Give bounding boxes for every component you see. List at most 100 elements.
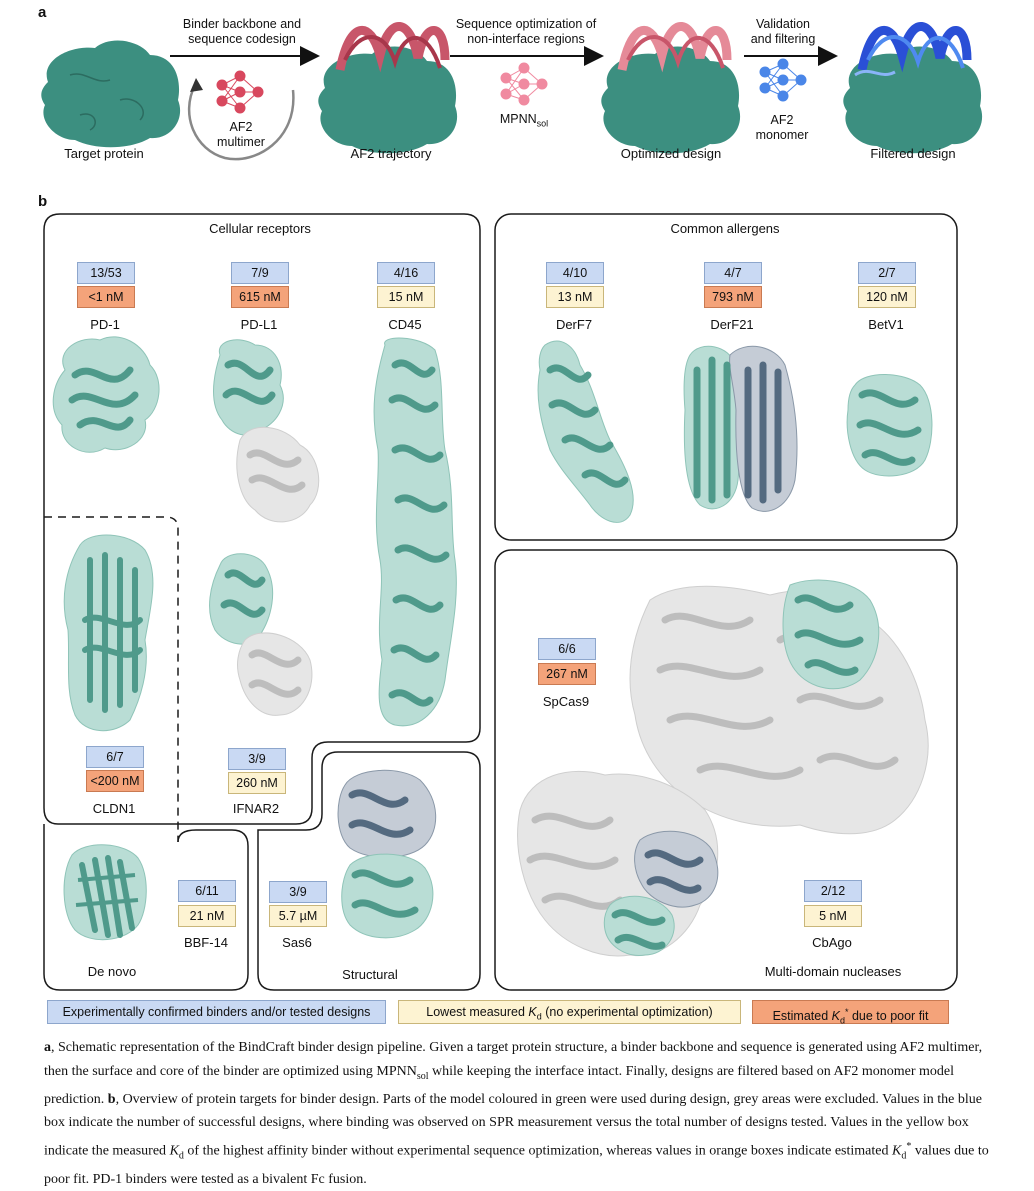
step2-text: Sequence optimization of non-interface r… bbox=[442, 17, 610, 47]
caption-b-text-1: , Overview of protein targets for binder… bbox=[44, 1091, 982, 1159]
step3-text: Validation and filtering bbox=[738, 17, 828, 47]
af2-monomer-network-icon bbox=[759, 58, 807, 102]
derf21-kd-box: 793 nM bbox=[704, 286, 762, 308]
step3-line1: Validation bbox=[756, 17, 810, 31]
af2-monomer-line2: monomer bbox=[755, 128, 809, 142]
derf21-structure bbox=[683, 345, 798, 512]
pdl1-name: PD-L1 bbox=[240, 317, 278, 332]
cldn1-kd-box: <200 nM bbox=[86, 770, 144, 792]
step3-line2: and filtering bbox=[750, 32, 816, 46]
stage-label-af2-trajectory: AF2 trajectory bbox=[350, 146, 432, 161]
legend-yellow-prefix: Lowest measured bbox=[426, 1005, 529, 1019]
pdl1-structure bbox=[213, 339, 320, 523]
bbf14-name: BBF-14 bbox=[183, 935, 229, 950]
bbf14-kd-box: 21 nM bbox=[178, 905, 236, 927]
cldn1-name: CLDN1 bbox=[92, 801, 136, 816]
protein-structures bbox=[52, 336, 933, 957]
cd45-count-box: 4/16 bbox=[377, 262, 435, 284]
derf7-name: DerF7 bbox=[555, 317, 593, 332]
derf7-kd-box: 13 nM bbox=[546, 286, 604, 308]
ifnar2-name: IFNAR2 bbox=[232, 801, 280, 816]
stage-label-filtered: Filtered design bbox=[870, 146, 956, 161]
cd45-name: CD45 bbox=[388, 317, 422, 332]
af2-monomer-label: AF2 monomer bbox=[746, 113, 818, 143]
figure-caption: a, Schematic representation of the BindC… bbox=[44, 1036, 994, 1191]
sas6-structure bbox=[337, 769, 437, 939]
betv1-name: BetV1 bbox=[868, 317, 904, 332]
ifnar2-structure bbox=[209, 553, 313, 716]
cldn1-count-box: 6/7 bbox=[86, 746, 144, 768]
mpnn-text: MPNN bbox=[499, 112, 537, 126]
legend-orange-k: K bbox=[831, 1009, 840, 1024]
step2-line2: non-interface regions bbox=[467, 32, 585, 46]
cbago-name: CbAgo bbox=[812, 935, 852, 950]
legend-yellow: Lowest measured Kd (no experimental opti… bbox=[398, 1000, 741, 1024]
mpnn-network-icon bbox=[500, 62, 548, 106]
spcas9-kd-box: 267 nM bbox=[538, 663, 596, 685]
multi-domain-nucleases-box bbox=[494, 549, 958, 991]
pipeline-diagram bbox=[41, 22, 983, 161]
group-title-allergens: Common allergens bbox=[670, 221, 780, 236]
caption-b-sub1: d bbox=[178, 1150, 184, 1162]
ifnar2-count-box: 3/9 bbox=[228, 748, 286, 770]
caption-a-label: a bbox=[44, 1040, 51, 1055]
cldn1-structure bbox=[63, 534, 154, 732]
legend-yellow-sub: d bbox=[536, 1011, 542, 1022]
derf21-count-box: 4/7 bbox=[704, 262, 762, 284]
betv1-kd-box: 120 nM bbox=[858, 286, 916, 308]
af2-trajectory-structure bbox=[318, 22, 458, 154]
caption-b-sup2: * bbox=[906, 1140, 912, 1152]
betv1-count-box: 2/7 bbox=[858, 262, 916, 284]
legend-blue: Experimentally confirmed binders and/or … bbox=[47, 1000, 386, 1024]
sas6-kd-box: 5.7 µM bbox=[269, 905, 327, 927]
target-protein-structure bbox=[41, 40, 181, 148]
pd1-count-box: 13/53 bbox=[77, 262, 135, 284]
group-boxes bbox=[43, 213, 958, 991]
step1-line1: Binder backbone and bbox=[182, 17, 302, 31]
group-title-cellular: Cellular receptors bbox=[209, 221, 311, 236]
bbf14-structure bbox=[63, 844, 147, 941]
derf7-structure bbox=[537, 340, 634, 523]
step1-line2: sequence codesign bbox=[188, 32, 296, 46]
af2-multimer-network-icon bbox=[216, 70, 264, 114]
derf21-name: DerF21 bbox=[710, 317, 754, 332]
cd45-kd-box: 15 nM bbox=[377, 286, 435, 308]
spcas9-structure bbox=[629, 579, 929, 835]
legend-orange: Estimated Kd* due to poor fit bbox=[752, 1000, 949, 1026]
caption-b-text-3: values due to poor fit. PD-1 binders wer… bbox=[44, 1143, 989, 1187]
cbago-count-box: 2/12 bbox=[804, 880, 862, 902]
cellular-receptors-box bbox=[43, 213, 481, 825]
de-novo-box bbox=[43, 824, 249, 991]
af2-monomer-line1: AF2 bbox=[770, 113, 794, 127]
sas6-count-box: 3/9 bbox=[269, 881, 327, 903]
ifnar2-kd-box: 260 nM bbox=[228, 772, 286, 794]
stage-label-optimized: Optimized design bbox=[620, 146, 722, 161]
caption-b-text-2: of the highest affinity binder without e… bbox=[183, 1143, 892, 1159]
pd1-structure bbox=[52, 336, 160, 453]
caption-a-text-1: , Schematic representation of the BindCr… bbox=[44, 1040, 983, 1079]
caption-b-sub2: d bbox=[901, 1150, 907, 1162]
pdl1-count-box: 7/9 bbox=[231, 262, 289, 284]
legend-orange-suffix: due to poor fit bbox=[848, 1009, 929, 1024]
step1-text: Binder backbone and sequence codesign bbox=[166, 17, 318, 47]
pd1-name: PD-1 bbox=[90, 317, 120, 332]
cbago-structure bbox=[517, 770, 719, 957]
af2-multimer-line1: AF2 bbox=[229, 120, 253, 134]
sas6-name: Sas6 bbox=[282, 935, 312, 950]
cycle-arrow bbox=[187, 84, 295, 161]
step2-line1: Sequence optimization of bbox=[455, 17, 597, 31]
filtered-design-structure bbox=[843, 22, 983, 154]
betv1-structure bbox=[846, 374, 933, 477]
caption-a-sub: sol bbox=[416, 1070, 429, 1082]
structural-box bbox=[257, 751, 481, 991]
legend-orange-prefix: Estimated bbox=[772, 1009, 832, 1024]
group-title-denovo: De novo bbox=[87, 964, 137, 979]
af2-multimer-line2: multimer bbox=[217, 135, 265, 149]
spcas9-name: SpCas9 bbox=[542, 694, 590, 709]
panel-a-letter: a bbox=[38, 4, 47, 21]
caption-b-k2: K bbox=[892, 1143, 902, 1159]
caption-a-text-2: while keeping the interface intact. Fina… bbox=[44, 1063, 954, 1107]
optimized-design-structure bbox=[601, 22, 741, 154]
legend-yellow-suffix: (no experimental optimization) bbox=[541, 1005, 713, 1019]
cldn1-dashed-box bbox=[44, 516, 179, 842]
